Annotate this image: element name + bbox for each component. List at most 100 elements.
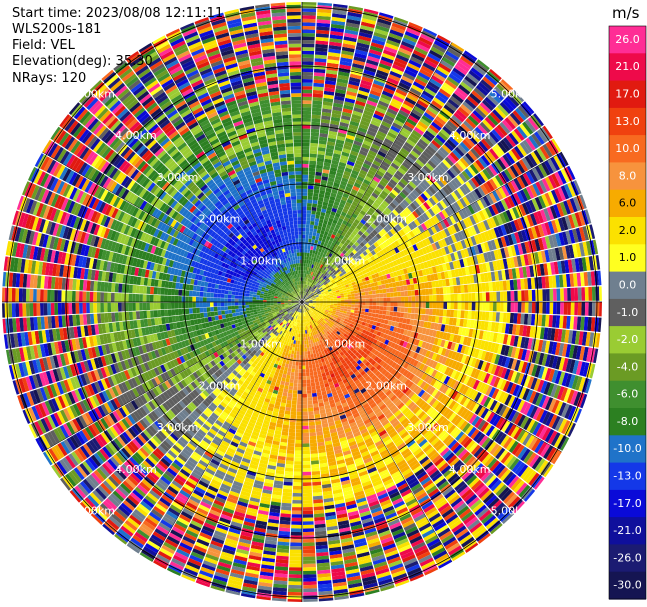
velocity-gate xyxy=(319,252,324,257)
velocity-gate xyxy=(341,50,354,56)
velocity-gate xyxy=(411,84,424,93)
velocity-gate xyxy=(381,52,395,61)
velocity-gate xyxy=(360,146,369,153)
velocity-gate xyxy=(331,222,337,228)
velocity-gate xyxy=(496,291,501,302)
velocity-gate xyxy=(302,450,310,455)
velocity-gate xyxy=(463,284,469,293)
velocity-gate xyxy=(302,64,314,69)
velocity-gate xyxy=(302,47,315,51)
velocity-gate xyxy=(432,302,437,309)
velocity-gate xyxy=(304,259,307,264)
velocity-gate xyxy=(368,126,378,134)
velocity-gate xyxy=(302,43,315,48)
velocity-gate xyxy=(347,309,351,313)
velocity-gate xyxy=(302,404,308,409)
velocity-gate xyxy=(461,293,465,302)
velocity-gate xyxy=(302,362,306,366)
velocity-gate xyxy=(302,206,307,211)
velocity-gate xyxy=(314,265,318,270)
velocity-gate xyxy=(349,153,358,160)
velocity-gate xyxy=(311,114,321,119)
velocity-gate xyxy=(347,127,358,134)
velocity-gate xyxy=(302,397,308,402)
velocity-gate xyxy=(418,308,423,315)
velocity-gate xyxy=(305,284,308,289)
velocity-gate xyxy=(358,305,363,308)
velocity-gate xyxy=(309,249,313,254)
velocity-gate xyxy=(302,263,304,267)
velocity-gate xyxy=(404,97,417,106)
velocity-gate xyxy=(324,254,329,259)
velocity-gate xyxy=(302,295,304,299)
velocity-gate xyxy=(319,129,329,135)
velocity-gate xyxy=(313,403,319,408)
velocity-gate xyxy=(365,62,378,70)
velocity-gate xyxy=(563,288,568,301)
velocity-gate xyxy=(304,277,306,281)
velocity-gate xyxy=(563,302,568,315)
velocity-gate xyxy=(406,93,418,103)
velocity-gate xyxy=(306,217,311,221)
velocity-gate xyxy=(302,8,317,13)
velocity-gate xyxy=(328,130,338,136)
velocity-gate xyxy=(349,73,362,80)
velocity-gate xyxy=(485,302,490,311)
velocity-gate xyxy=(328,45,342,51)
velocity-gate xyxy=(400,307,405,313)
velocity-gate xyxy=(354,304,359,308)
velocity-gate xyxy=(306,289,309,293)
velocity-gate xyxy=(302,252,305,256)
velocity-gate xyxy=(429,49,443,60)
velocity-gate xyxy=(319,186,326,192)
velocity-gate xyxy=(344,304,348,307)
velocity-gate xyxy=(338,71,350,77)
velocity-gate xyxy=(387,36,402,44)
velocity-gate xyxy=(361,305,366,309)
velocity-gate xyxy=(357,153,367,160)
velocity-gate xyxy=(425,288,430,295)
velocity-gate xyxy=(389,101,401,110)
velocity-gate xyxy=(315,33,329,38)
velocity-gate xyxy=(400,312,405,318)
velocity-gate xyxy=(305,263,308,267)
velocity-gate xyxy=(307,185,314,190)
velocity-gate xyxy=(305,231,310,236)
velocity-gate xyxy=(333,102,344,108)
velocity-gate xyxy=(492,312,497,322)
velocity-gate xyxy=(326,141,336,146)
velocity-gate xyxy=(339,226,345,232)
velocity-gate xyxy=(397,50,411,59)
velocity-gate xyxy=(374,28,389,36)
velocity-gate xyxy=(328,173,336,179)
velocity-gate xyxy=(302,415,309,419)
velocity-gate xyxy=(373,31,388,39)
velocity-gate xyxy=(439,309,444,317)
velocity-gate xyxy=(332,13,347,19)
velocity-gate xyxy=(302,86,313,90)
velocity-gate xyxy=(304,291,306,296)
velocity-gate xyxy=(302,171,309,175)
velocity-gate xyxy=(365,295,370,299)
velocity-gate xyxy=(302,4,317,9)
velocity-gate xyxy=(326,235,331,241)
velocity-gate xyxy=(302,114,311,119)
velocity-gate xyxy=(306,256,309,260)
velocity-gate xyxy=(317,200,323,205)
velocity-gate xyxy=(303,270,306,274)
velocity-gate xyxy=(345,201,352,208)
velocity-gate xyxy=(307,285,310,289)
velocity-gate xyxy=(304,281,307,285)
velocity-gate xyxy=(302,153,310,157)
velocity-gate xyxy=(302,248,305,253)
velocity-gate xyxy=(302,436,310,441)
velocity-gate xyxy=(367,169,376,176)
velocity-gate xyxy=(302,439,310,444)
velocity-gate xyxy=(399,285,405,292)
velocity-gate xyxy=(303,295,305,299)
velocity-gate xyxy=(354,307,359,311)
velocity-gate xyxy=(332,9,347,16)
velocity-gate xyxy=(302,234,306,239)
velocity-gate xyxy=(309,224,314,229)
velocity-gate xyxy=(315,269,318,274)
